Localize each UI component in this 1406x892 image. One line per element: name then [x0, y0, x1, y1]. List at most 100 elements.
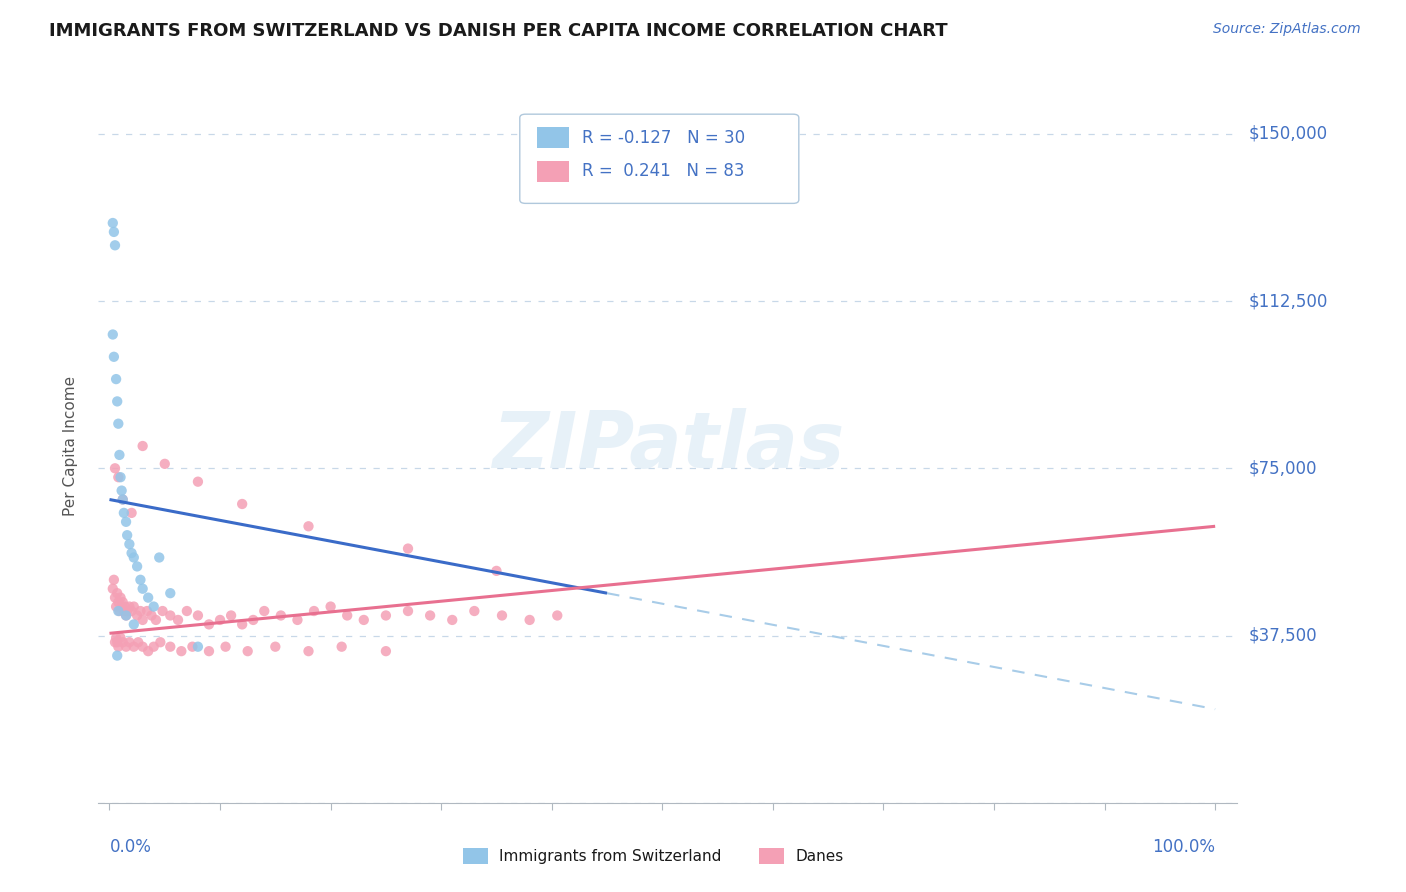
Point	[101, 216, 124, 230]
FancyBboxPatch shape	[759, 848, 785, 864]
Point	[441, 613, 464, 627]
Point	[519, 613, 541, 627]
Point	[131, 582, 153, 596]
Point	[118, 599, 141, 614]
Point	[136, 644, 159, 658]
Point	[181, 640, 204, 654]
Point	[111, 483, 134, 498]
Text: R =  0.241   N = 83: R = 0.241 N = 83	[582, 162, 745, 180]
Point	[112, 604, 135, 618]
Point	[170, 644, 193, 658]
Point	[236, 644, 259, 658]
Text: Immigrants from Switzerland: Immigrants from Switzerland	[499, 849, 721, 863]
Point	[546, 608, 568, 623]
Text: $150,000: $150,000	[1249, 125, 1327, 143]
Text: IMMIGRANTS FROM SWITZERLAND VS DANISH PER CAPITA INCOME CORRELATION CHART: IMMIGRANTS FROM SWITZERLAND VS DANISH PE…	[49, 22, 948, 40]
Point	[242, 613, 264, 627]
Point	[231, 617, 253, 632]
Point	[142, 599, 165, 614]
Point	[264, 640, 287, 654]
Point	[111, 635, 134, 649]
Point	[302, 604, 325, 618]
Point	[152, 604, 174, 618]
Point	[115, 528, 138, 542]
Point	[374, 644, 396, 658]
Point	[103, 350, 125, 364]
Point	[110, 591, 132, 605]
Text: 100.0%: 100.0%	[1152, 838, 1215, 855]
Text: 0.0%: 0.0%	[110, 838, 152, 855]
Point	[159, 608, 181, 623]
Point	[187, 640, 209, 654]
Point	[330, 640, 353, 654]
Point	[127, 608, 149, 623]
Point	[153, 457, 176, 471]
Point	[105, 635, 128, 649]
Point	[463, 604, 485, 618]
Point	[111, 492, 134, 507]
Point	[159, 586, 181, 600]
Point	[118, 537, 141, 551]
Point	[111, 595, 134, 609]
Point	[159, 640, 181, 654]
Point	[187, 608, 209, 623]
Point	[419, 608, 441, 623]
Point	[105, 648, 128, 663]
Point	[115, 608, 138, 623]
Point	[176, 604, 198, 618]
Point	[110, 470, 132, 484]
Point	[297, 519, 319, 533]
Point	[353, 613, 375, 627]
Point	[115, 608, 138, 623]
Point	[127, 559, 149, 574]
Point	[167, 613, 190, 627]
Point	[107, 604, 129, 618]
Text: $75,000: $75,000	[1249, 459, 1317, 477]
Point	[145, 613, 167, 627]
Point	[270, 608, 292, 623]
Point	[231, 497, 253, 511]
Point	[110, 631, 132, 645]
Point	[142, 640, 165, 654]
Point	[198, 617, 221, 632]
Point	[136, 591, 159, 605]
Point	[198, 644, 221, 658]
Point	[105, 631, 128, 645]
Point	[491, 608, 513, 623]
FancyBboxPatch shape	[537, 127, 569, 148]
Point	[127, 635, 149, 649]
Point	[122, 640, 145, 654]
Point	[121, 604, 143, 618]
Point	[104, 591, 127, 605]
Point	[129, 573, 152, 587]
Point	[115, 604, 138, 618]
Point	[107, 470, 129, 484]
Point	[105, 372, 128, 386]
Point	[148, 550, 170, 565]
Point	[108, 604, 131, 618]
Point	[107, 417, 129, 431]
Point	[101, 327, 124, 342]
Point	[105, 599, 128, 614]
Point	[121, 506, 143, 520]
FancyBboxPatch shape	[463, 848, 488, 864]
Text: Source: ZipAtlas.com: Source: ZipAtlas.com	[1213, 22, 1361, 37]
Point	[287, 613, 309, 627]
Text: R = -0.127   N = 30: R = -0.127 N = 30	[582, 128, 745, 146]
Point	[485, 564, 508, 578]
Point	[122, 550, 145, 565]
Point	[121, 546, 143, 560]
Point	[122, 599, 145, 614]
Point	[114, 599, 136, 614]
Point	[396, 604, 419, 618]
Point	[209, 613, 232, 627]
Point	[187, 475, 209, 489]
Point	[122, 617, 145, 632]
Point	[336, 608, 359, 623]
Point	[105, 394, 128, 409]
Point	[104, 461, 127, 475]
Y-axis label: Per Capita Income: Per Capita Income	[63, 376, 77, 516]
Point	[115, 640, 138, 654]
Point	[219, 608, 242, 623]
Point	[101, 582, 124, 596]
